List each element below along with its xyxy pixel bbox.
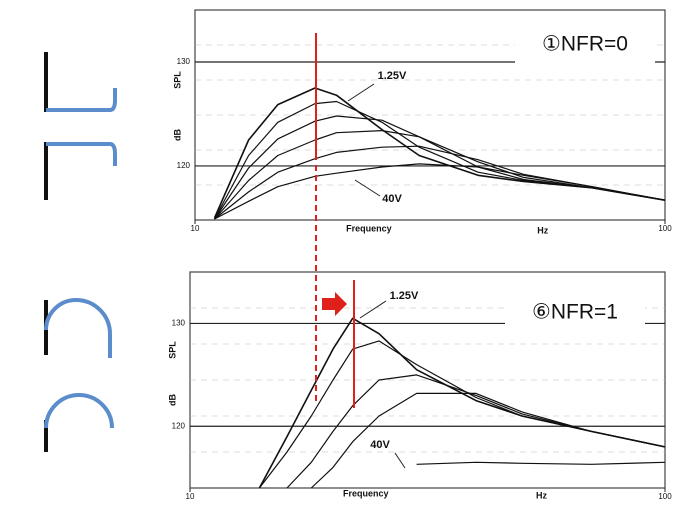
annotation: 1.25V: [378, 70, 407, 82]
x-axis-label: Frequency: [346, 223, 392, 233]
annotation-leader: [354, 179, 381, 197]
annotation-leader: [347, 83, 375, 102]
response-curve: [258, 340, 666, 489]
response-curve: [213, 100, 666, 220]
response-curve: [416, 461, 666, 465]
response-curve: [286, 374, 666, 489]
x-tick-label: 10: [191, 224, 200, 233]
y-axis-unit: dB: [167, 394, 177, 406]
y-axis-unit: dB: [172, 129, 182, 141]
x-axis-label: Frequency: [343, 488, 389, 498]
annotation: 40V: [370, 439, 390, 451]
response-curve: [214, 163, 666, 220]
y-tick-label: 130: [172, 319, 186, 328]
y-tick-label: 120: [177, 161, 191, 170]
annotation-leader: [394, 452, 406, 469]
y-axis-label: SPL: [167, 341, 177, 359]
annotation-leader: [359, 300, 387, 319]
y-axis-label: SPL: [172, 71, 182, 89]
x-axis-unit: Hz: [537, 225, 548, 235]
title-box: [515, 27, 655, 63]
annotation: 1.25V: [390, 290, 419, 302]
title-box: [505, 295, 645, 331]
y-tick-label: 130: [177, 57, 191, 66]
response-curve: [214, 115, 666, 220]
response-curve: [214, 130, 666, 220]
response-curve: [214, 145, 666, 220]
x-tick-label: 100: [658, 224, 672, 233]
chart-title: ⑥NFR=1: [532, 301, 618, 324]
x-axis-unit: Hz: [536, 490, 547, 500]
y-tick-label: 120: [172, 421, 186, 430]
left-icons: [44, 52, 117, 452]
response-curve: [213, 87, 666, 219]
x-tick-label: 100: [658, 492, 672, 501]
x-tick-label: 10: [186, 492, 195, 501]
response-curve: [310, 392, 666, 489]
chart-title: ①NFR=0: [542, 33, 628, 56]
annotation: 40V: [382, 193, 402, 205]
red-arrow: [322, 292, 347, 316]
